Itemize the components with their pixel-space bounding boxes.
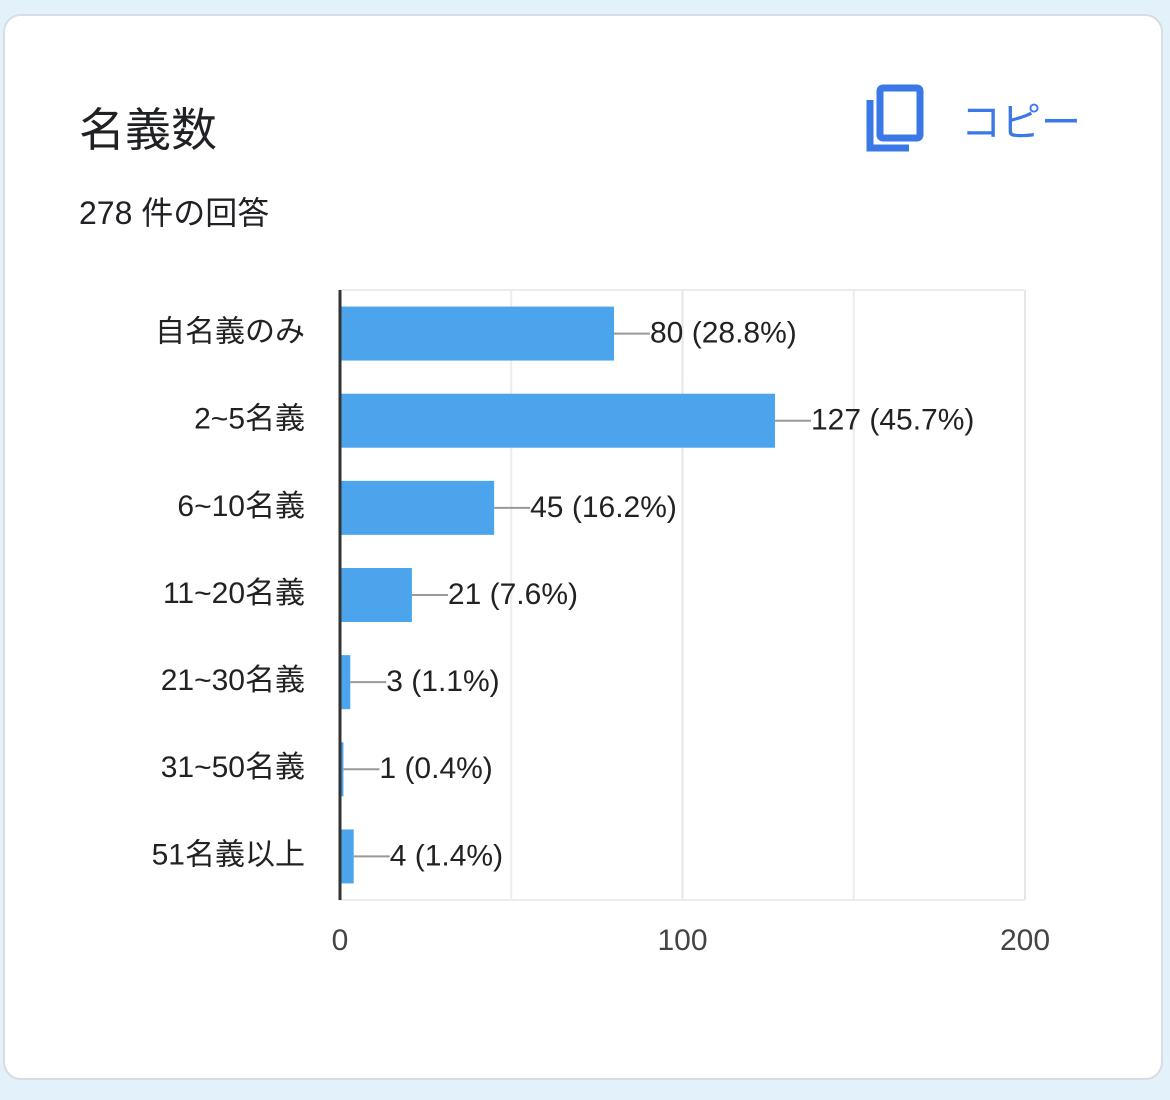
y-tick-label: 51名義以上	[152, 838, 305, 871]
copy-label: コピー	[961, 101, 1081, 145]
value-label: 127 (45.7%)	[811, 404, 974, 437]
bar	[340, 480, 495, 535]
y-tick-label: 6~10名義	[177, 490, 305, 523]
value-label: 4 (1.4%)	[390, 839, 503, 872]
bar	[340, 829, 354, 884]
value-label: 80 (28.8%)	[650, 316, 797, 349]
y-tick-label: 21~30名義	[161, 664, 305, 697]
value-label: 3 (1.1%)	[386, 665, 499, 698]
title: 名義数	[79, 104, 217, 156]
y-tick-label: 2~5名義	[194, 403, 305, 436]
response-count: 278 件の回答	[79, 195, 270, 231]
bar	[340, 393, 775, 448]
x-tick-label: 100	[657, 924, 707, 957]
x-tick-label: 0	[332, 924, 349, 957]
y-tick-label: 自名義のみ	[155, 315, 305, 348]
value-label: 45 (16.2%)	[530, 491, 677, 524]
bar	[340, 568, 412, 622]
value-label: 1 (0.4%)	[379, 752, 492, 785]
y-tick-label: 31~50名義	[161, 751, 305, 784]
bar	[340, 306, 614, 361]
copy-button[interactable]: コピー	[865, 84, 1081, 154]
x-tick-label: 200	[1000, 924, 1050, 957]
y-tick-label: 11~20名義	[163, 577, 305, 610]
bar	[340, 742, 344, 797]
bar	[340, 655, 351, 710]
copy-icon	[866, 84, 924, 152]
value-label: 21 (7.6%)	[448, 578, 578, 611]
card: 名義数 278 件の回答 コピー	[3, 14, 1163, 1080]
